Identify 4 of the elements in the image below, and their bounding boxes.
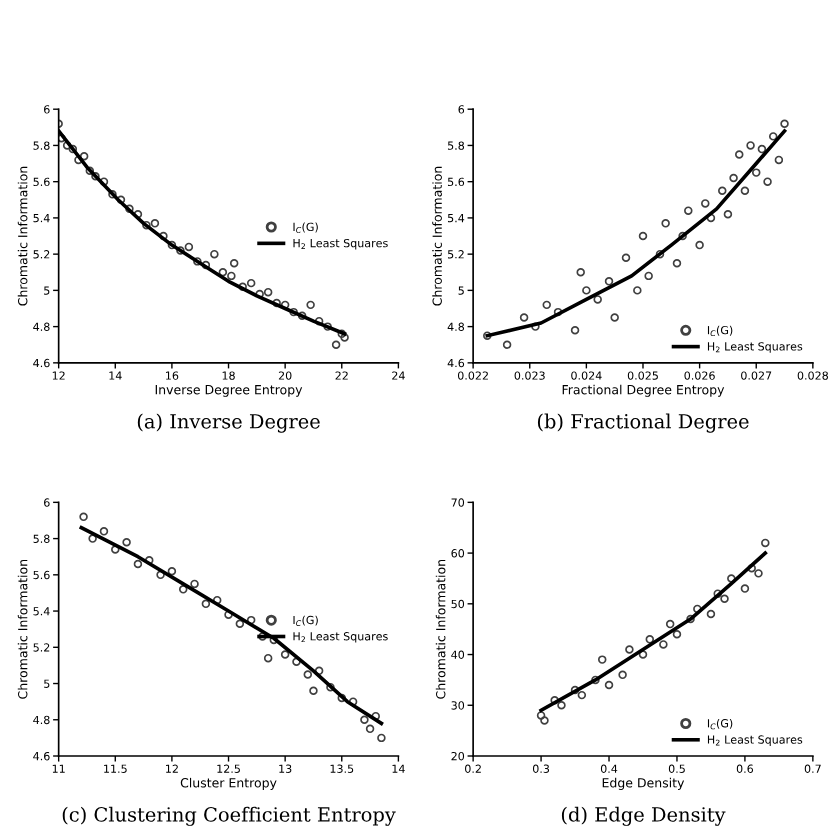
text: (d) Edge Density — [561, 806, 726, 826]
text: (c) Clustering Coefficient Entropy — [62, 806, 396, 826]
text: (a) Inverse Degree — [137, 413, 320, 433]
text: (b) Fractional Degree — [537, 413, 749, 433]
